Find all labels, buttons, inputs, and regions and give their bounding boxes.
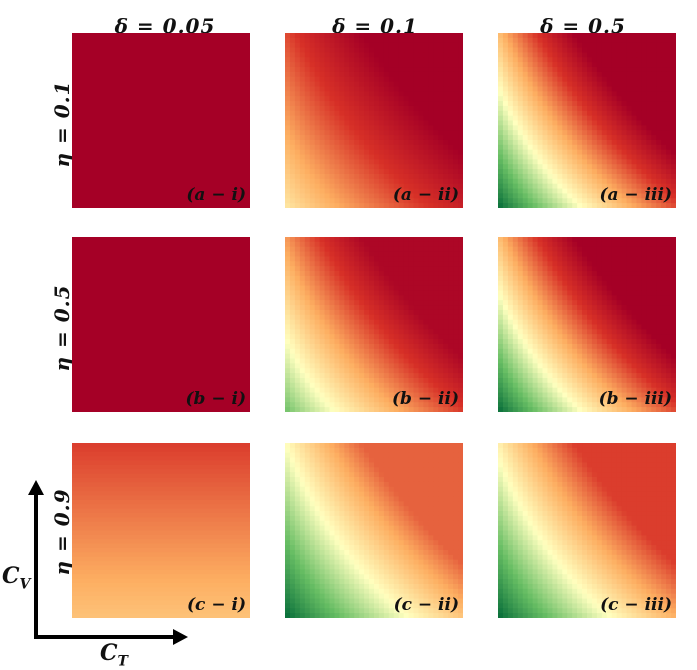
heatmap-panel-a-iii: (a − iii): [498, 33, 676, 208]
row-header-eta-0-9: η = 0.9: [50, 488, 74, 576]
panel-label: (b − ii): [392, 389, 459, 409]
heatmap-panel-a-i: (a − i): [72, 33, 250, 208]
panel-label: (c − ii): [393, 595, 459, 615]
y-axis-label: CV: [2, 563, 31, 593]
x-axis-arrowhead: [173, 629, 188, 645]
heatmap-panel-b-ii: (b − ii): [285, 237, 463, 412]
y-axis-arrowhead: [28, 480, 44, 495]
heatmap-panel-c-i: (c − i): [72, 443, 250, 618]
x-axis-label: CT: [100, 640, 128, 670]
panel-label: (a − i): [186, 185, 246, 205]
panel-label: (c − iii): [600, 595, 672, 615]
panel-label: (c − i): [187, 595, 246, 615]
panel-label: (a − ii): [392, 185, 459, 205]
row-header-eta-0-5: η = 0.5: [50, 284, 74, 372]
heatmap-panel-b-iii: (b − iii): [498, 237, 676, 412]
panel-label: (b − iii): [598, 389, 672, 409]
panel-label: (a − iii): [599, 185, 672, 205]
heatmap-panel-c-iii: (c − iii): [498, 443, 676, 618]
heatmap-panel-c-ii: (c − ii): [285, 443, 463, 618]
heatmap-panel-b-i: (b − i): [72, 237, 250, 412]
heatmap-panel-a-ii: (a − ii): [285, 33, 463, 208]
row-header-eta-0-1: η = 0.1: [50, 80, 74, 168]
panel-label: (b − i): [185, 389, 246, 409]
